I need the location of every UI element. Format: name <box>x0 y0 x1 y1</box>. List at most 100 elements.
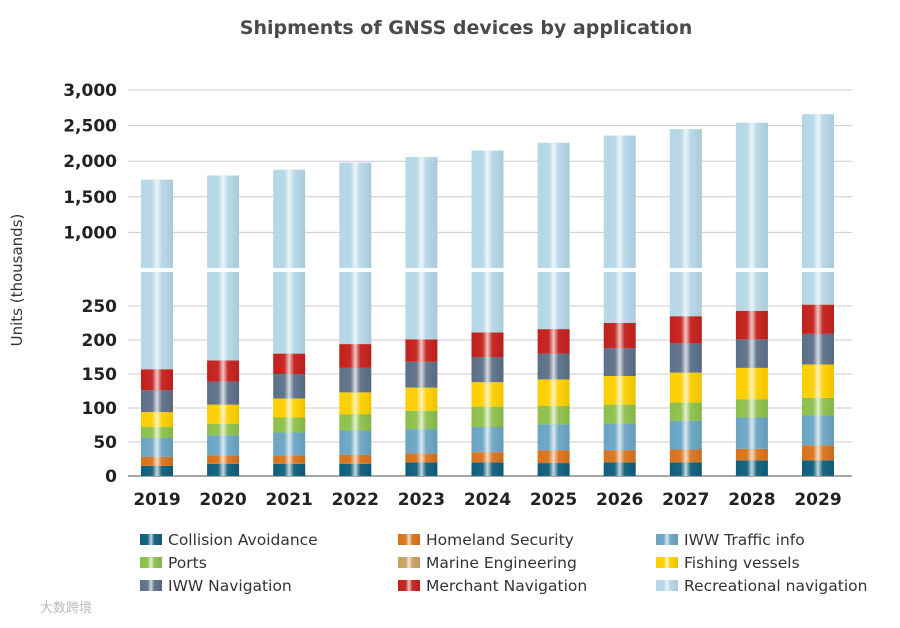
bar-highlight <box>207 381 240 405</box>
bar-highlight <box>537 450 570 464</box>
bar-highlight <box>537 353 570 380</box>
bar-highlight <box>141 390 173 413</box>
bar-highlight <box>405 462 438 476</box>
legend-swatch-highlight <box>398 557 420 568</box>
bar-highlight <box>603 135 636 268</box>
bar-highlight <box>802 460 834 476</box>
x-tick-label: 2022 <box>332 490 379 510</box>
bar-highlight <box>339 454 372 464</box>
bar-highlight <box>141 179 173 268</box>
bar-highlight <box>471 272 504 333</box>
bar-highlight <box>802 445 834 461</box>
bar-highlight <box>735 367 768 400</box>
bar-highlight <box>471 150 504 268</box>
bar-highlight <box>669 449 702 463</box>
bar-highlight <box>802 333 834 365</box>
chart-title: Shipments of GNSS devices by application <box>240 17 692 39</box>
bar-highlight <box>207 404 240 424</box>
axis-break <box>128 268 852 272</box>
bar-highlight <box>207 423 240 436</box>
bar-highlight <box>273 432 306 456</box>
x-tick-label: 2019 <box>133 490 180 510</box>
bar-highlight <box>735 399 768 418</box>
bar-highlight <box>735 122 768 268</box>
x-tick-label: 2026 <box>596 490 643 510</box>
bar-highlight <box>669 272 702 317</box>
y-tick-label: 200 <box>82 331 118 351</box>
bar-highlight <box>207 360 240 382</box>
bar-stack-2022 <box>339 162 372 476</box>
bar-highlight <box>405 156 438 268</box>
bar-highlight <box>603 272 636 323</box>
legend-item: Recreational navigation <box>656 577 867 595</box>
bar-highlight <box>141 456 173 466</box>
bar-highlight <box>471 357 504 383</box>
bar-highlight <box>141 369 173 391</box>
y-tick-label: 3,000 <box>63 81 117 101</box>
legend-label: IWW Navigation <box>168 577 292 595</box>
x-tick-label: 2021 <box>266 490 313 510</box>
y-tick-label: 50 <box>93 433 117 453</box>
bar-highlight <box>405 410 438 430</box>
bar-highlight <box>802 364 834 398</box>
x-tick-label: 2020 <box>199 490 246 510</box>
y-tick-label: 100 <box>82 399 118 419</box>
legend-label: Fishing vessels <box>684 554 800 572</box>
x-tick-label: 2023 <box>398 490 445 510</box>
bar-highlight <box>405 429 438 454</box>
y-axis-label: Units (thousands) <box>8 214 26 347</box>
y-tick-label: 250 <box>82 297 118 317</box>
legend-label: Recreational navigation <box>684 577 867 595</box>
legend-item: Fishing vessels <box>656 554 800 572</box>
bar-highlight <box>207 435 240 456</box>
bar-highlight <box>603 323 636 349</box>
legend-label: IWW Traffic info <box>684 531 805 549</box>
y-tick-label: 2,500 <box>63 117 117 137</box>
bar-stack-2020 <box>207 175 240 476</box>
bar-highlight <box>802 397 834 416</box>
bar-highlight <box>537 379 570 406</box>
bar-highlight <box>735 310 768 340</box>
bar-highlight <box>207 455 240 464</box>
bar-highlight <box>537 272 570 330</box>
bar-highlight <box>471 382 504 407</box>
bar-stack-2027 <box>669 129 702 476</box>
bar-stack-2019 <box>141 179 173 476</box>
legend-swatch-highlight <box>140 580 162 591</box>
bar-highlight <box>273 398 306 418</box>
legend-swatch-highlight <box>656 580 678 591</box>
bar-highlight <box>735 417 768 449</box>
legend-item: Collision Avoidance <box>140 531 318 549</box>
bar-stack-2028 <box>735 122 768 476</box>
bar-highlight <box>207 175 240 268</box>
bar-highlight <box>339 162 372 268</box>
bar-highlight <box>669 129 702 268</box>
bar-highlight <box>273 455 306 464</box>
bar-highlight <box>273 374 306 399</box>
bar-highlight <box>273 169 306 268</box>
x-tick-label: 2028 <box>728 490 775 510</box>
bar-highlight <box>471 332 504 357</box>
bar-highlight <box>669 343 702 373</box>
bar-stack-2025 <box>537 142 570 476</box>
bar-highlight <box>273 463 306 476</box>
bar-highlight <box>405 361 438 388</box>
bar-highlight <box>603 450 636 463</box>
bar-stack-2026 <box>603 135 636 476</box>
bar-highlight <box>669 316 702 344</box>
bar-highlight <box>802 304 834 334</box>
bar-stack-2023 <box>405 156 438 476</box>
x-tick-label: 2024 <box>464 490 511 510</box>
bar-highlight <box>273 353 306 374</box>
legend-label: Homeland Security <box>426 531 574 549</box>
legend-label: Marine Engineering <box>426 554 577 572</box>
bar-highlight <box>735 448 768 461</box>
bar-highlight <box>339 272 372 345</box>
legend-label: Ports <box>168 554 207 572</box>
legend-item: Ports <box>140 554 207 572</box>
bar-highlight <box>207 463 240 476</box>
bar-highlight <box>339 344 372 368</box>
bar-highlight <box>405 453 438 463</box>
bar-highlight <box>735 460 768 476</box>
bar-highlight <box>603 462 636 476</box>
